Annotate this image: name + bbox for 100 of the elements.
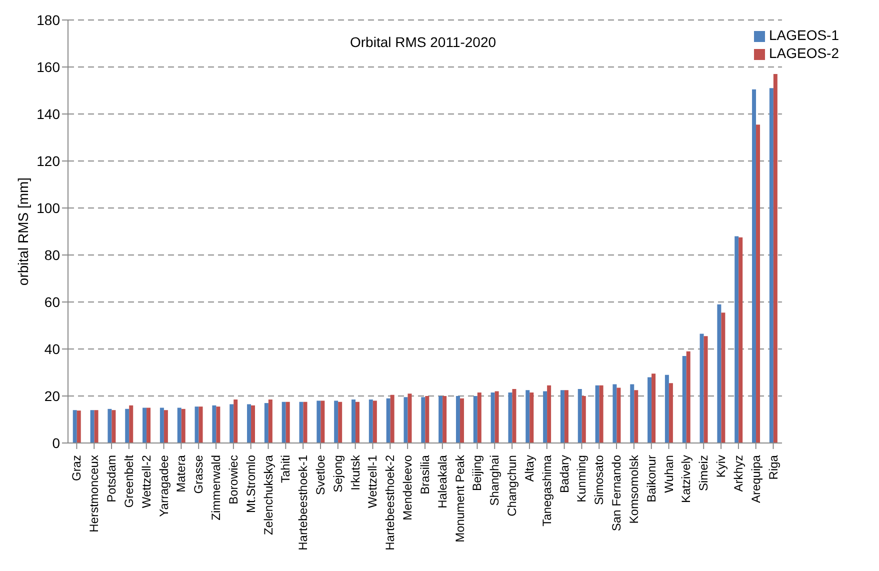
bar [526, 390, 530, 443]
bar [251, 405, 256, 443]
bar [773, 74, 778, 443]
bar [264, 403, 268, 443]
x-tick-label: Tahiti [278, 455, 293, 484]
bar [595, 385, 600, 443]
bar [425, 396, 430, 443]
x-tick-label: Simeiz [696, 455, 711, 492]
bar [216, 406, 220, 443]
bar [368, 400, 373, 443]
bar [616, 388, 621, 443]
bar [334, 400, 338, 443]
bar [734, 236, 739, 443]
x-tick-label: Sejong [330, 455, 345, 492]
x-tick-label: Riga [766, 454, 780, 480]
bar [177, 408, 182, 443]
bar [634, 390, 638, 443]
bar [664, 374, 669, 443]
bar [494, 391, 499, 443]
bar [268, 400, 272, 443]
bar [668, 383, 673, 443]
x-tick-label: Graz [70, 455, 84, 482]
x-tick-label: Herstmonceux [87, 455, 102, 532]
bar [456, 396, 460, 443]
x-tick-label: Arkhyz [731, 455, 746, 492]
bar [630, 384, 634, 443]
text: Orbital RMS 2011-2020 [350, 34, 496, 50]
bar [752, 89, 756, 443]
bar [756, 124, 760, 443]
bar [129, 405, 134, 443]
bar [181, 408, 186, 443]
bar [164, 410, 168, 443]
x-tick-label: Potsdam [104, 455, 119, 502]
bar [700, 334, 704, 443]
x-tick-label: Haleakala [435, 454, 450, 508]
bar [652, 374, 656, 443]
x-tick-label: Mt.Stromlo [244, 454, 258, 514]
bar [530, 392, 534, 443]
bar [682, 356, 686, 443]
bar [125, 408, 130, 443]
x-tick-label: Arequipa [748, 454, 763, 504]
x-tick-label: Wuhan [662, 455, 676, 493]
bar [648, 377, 652, 443]
bar [438, 396, 443, 443]
x-tick-label: Shanghai [488, 455, 502, 506]
bar [408, 394, 412, 443]
x-tick-label: Wettzell-1 [366, 454, 380, 508]
bar [352, 400, 356, 443]
bar [160, 408, 164, 443]
x-tick-label: San Fernando [610, 454, 624, 532]
bar [543, 391, 548, 443]
x-tick-label: Monument Peak [452, 454, 467, 542]
bar [460, 398, 464, 443]
bar [316, 400, 321, 443]
bar [390, 394, 394, 443]
bar [286, 402, 290, 443]
x-tick-label: Mendeleevo [400, 454, 415, 520]
bar [112, 410, 116, 443]
x-tick-label: Kunming [574, 455, 589, 502]
bar [421, 397, 426, 443]
bar [704, 336, 708, 443]
bar [338, 402, 342, 443]
bar [721, 312, 726, 443]
y-tick-label: 0 [52, 434, 60, 451]
bar [477, 392, 482, 443]
bar [198, 406, 203, 443]
bar [72, 410, 77, 443]
bar [142, 408, 147, 443]
x-tick-label: Simosato [592, 454, 606, 506]
legend-label: LAGEOS-1 [768, 27, 839, 43]
bar [512, 388, 516, 443]
bar [356, 402, 360, 443]
x-tick-label: Baikonur [644, 455, 658, 502]
x-tick-label: Borowiec [226, 455, 240, 504]
bar [234, 400, 238, 443]
bar [247, 404, 252, 443]
x-tick-label: Greenbelt [122, 454, 136, 508]
bar [320, 400, 325, 443]
bar [612, 384, 617, 443]
bar [599, 385, 604, 443]
bar [90, 410, 94, 443]
bar [508, 392, 512, 443]
x-tick-label: Badary [557, 455, 572, 494]
x-tick-label: Changchun [505, 455, 520, 516]
x-tick-label: Wettzell-2 [139, 454, 154, 508]
y-tick-label: 180 [36, 12, 60, 28]
x-tick-label: Altay [522, 455, 536, 482]
x-tick-label: Brasilia [418, 454, 432, 494]
bar [299, 402, 304, 443]
legend-label: LAGEOS-2 [768, 45, 839, 61]
x-tick-label: Zimmerwald [209, 455, 224, 520]
bar [686, 351, 690, 443]
bar [372, 400, 377, 443]
y-tick-label: 100 [36, 200, 60, 216]
bar [386, 398, 390, 443]
bar [738, 237, 743, 443]
y-tick-label: 60 [44, 294, 60, 310]
bar [194, 406, 199, 443]
x-tick-label: Kyiv [714, 455, 728, 478]
x-tick-label: Katzively [679, 455, 694, 504]
